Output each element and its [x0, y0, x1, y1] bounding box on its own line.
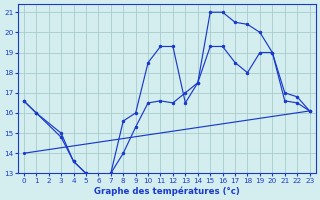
X-axis label: Graphe des températures (°c): Graphe des températures (°c) [94, 186, 240, 196]
